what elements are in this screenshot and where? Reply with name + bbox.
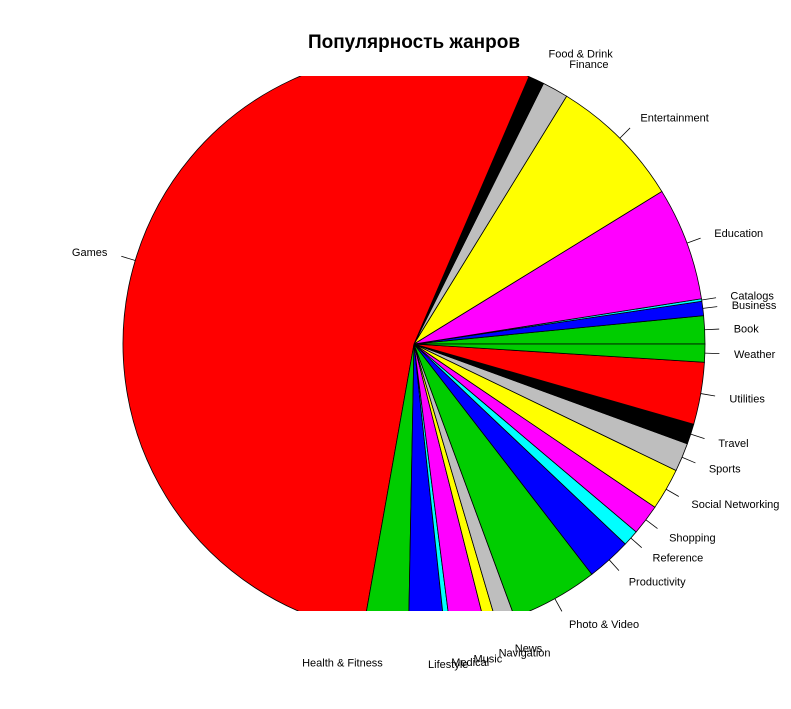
label-tick-book bbox=[704, 328, 720, 331]
label-ticks bbox=[121, 127, 720, 612]
label-tick-education bbox=[686, 237, 701, 244]
slice-label-medical: Medical bbox=[451, 657, 489, 669]
slice-label-shopping: Shopping bbox=[669, 532, 716, 544]
label-tick-games bbox=[121, 255, 136, 261]
slice-label-finance: Finance bbox=[569, 59, 608, 71]
slice-label-utilities: Utilities bbox=[729, 394, 765, 406]
chart-title: Популярность жанров bbox=[308, 32, 520, 53]
pie-slice-weather bbox=[413, 343, 706, 363]
slice-label-reference: Reference bbox=[653, 552, 704, 564]
pie-slices bbox=[122, 76, 706, 611]
slice-label-food-drink: Food & Drink bbox=[549, 49, 614, 61]
pie-slice-health-fitness bbox=[366, 343, 415, 611]
label-tick-reference bbox=[630, 537, 642, 549]
label-tick-entertainment bbox=[619, 127, 631, 139]
slice-label-travel: Travel bbox=[718, 438, 748, 450]
slice-label-navigation: Navigation bbox=[499, 648, 551, 660]
label-tick-productivity bbox=[608, 559, 620, 571]
label-tick-utilities bbox=[700, 393, 716, 397]
slice-label-social-networking: Social Networking bbox=[691, 499, 779, 511]
slice-label-catalogs: Catalogs bbox=[730, 291, 774, 303]
slice-label-business: Business bbox=[732, 300, 777, 312]
label-tick-social-networking bbox=[665, 488, 679, 497]
slice-label-games: Games bbox=[72, 247, 108, 259]
label-tick-travel bbox=[690, 433, 705, 439]
pie-slice-lifestyle bbox=[408, 343, 444, 611]
slice-label-sports: Sports bbox=[709, 464, 741, 476]
label-tick-business bbox=[702, 306, 718, 309]
label-tick-sports bbox=[681, 456, 696, 464]
label-tick-photo-video bbox=[554, 598, 563, 612]
slice-label-health-fitness: Health & Fitness bbox=[302, 658, 383, 670]
slice-label-weather: Weather bbox=[734, 349, 776, 361]
slice-label-news: News bbox=[515, 643, 543, 655]
slice-label-productivity: Productivity bbox=[629, 576, 686, 588]
slice-label-entertainment: Entertainment bbox=[640, 113, 708, 125]
pie-slice-entertainment bbox=[413, 95, 663, 345]
slice-label-lifestyle: Lifestyle bbox=[428, 659, 468, 671]
slice-label-book: Book bbox=[734, 323, 760, 335]
label-tick-catalogs bbox=[701, 297, 717, 301]
slice-label-music: Music bbox=[474, 654, 503, 666]
pie-slice-education bbox=[413, 190, 702, 345]
label-tick-shopping bbox=[645, 519, 658, 529]
slice-label-education: Education bbox=[714, 228, 763, 240]
slice-label-photo-video: Photo & Video bbox=[569, 619, 639, 631]
